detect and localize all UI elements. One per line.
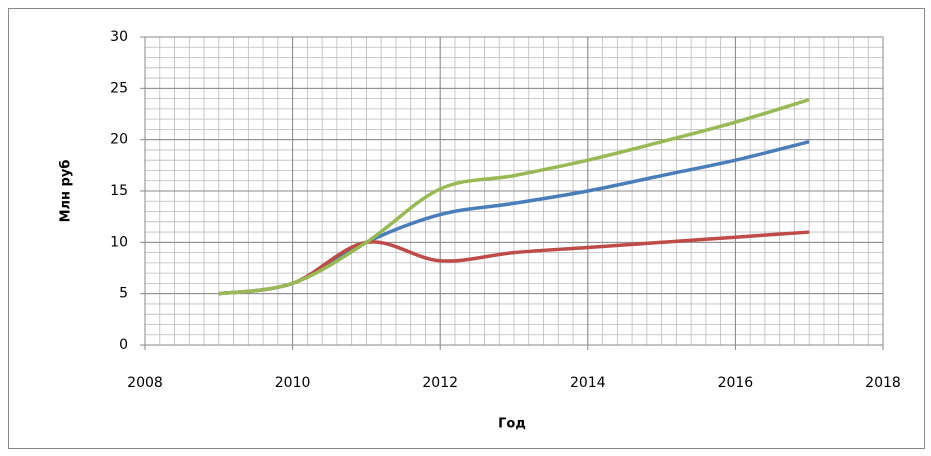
x-axis-title: Год xyxy=(498,417,526,432)
y-tick-label: 15 xyxy=(110,183,128,199)
x-tick-label: 2016 xyxy=(718,375,754,391)
series-line xyxy=(218,97,810,296)
chart-border xyxy=(8,8,925,449)
y-tick-label: 25 xyxy=(110,80,128,96)
series-line xyxy=(218,230,810,296)
x-tick-label: 2010 xyxy=(275,375,311,391)
y-tick-label: 10 xyxy=(110,234,128,250)
x-tick-label: 2018 xyxy=(865,375,901,391)
x-tick-label: 2012 xyxy=(422,375,458,391)
x-tick-label: 2014 xyxy=(570,375,606,391)
y-axis-title: Млн руб xyxy=(59,160,74,223)
y-tick-label: 0 xyxy=(119,337,128,353)
y-tick-label: 5 xyxy=(119,286,128,302)
y-tick-label: 30 xyxy=(110,29,128,45)
y-tick-label: 20 xyxy=(110,132,128,148)
plot-border xyxy=(144,36,884,346)
x-tick-label: 2008 xyxy=(127,375,163,391)
